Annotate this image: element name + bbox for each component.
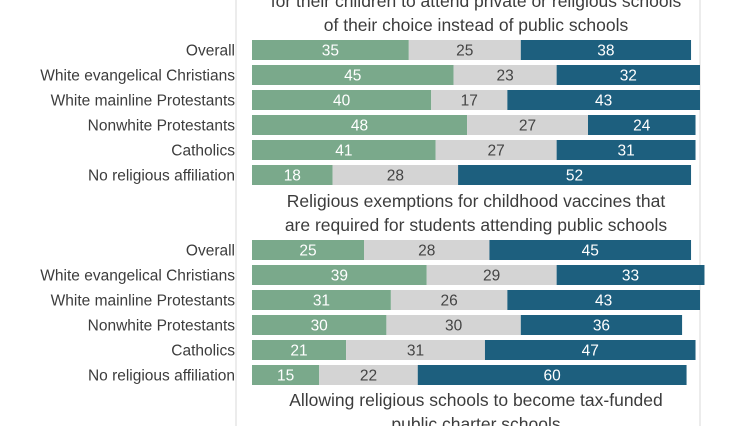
category-label: White mainline Protestants (51, 293, 236, 310)
neutral-segment (426, 265, 557, 285)
data-label: 45 (344, 68, 361, 85)
neutral-segment (408, 40, 521, 60)
category-label: Overall (186, 43, 235, 60)
data-label: 22 (360, 368, 377, 385)
data-label: 45 (582, 243, 599, 260)
data-label: 31 (313, 293, 330, 310)
support-segment (252, 140, 436, 160)
data-label: 52 (566, 168, 583, 185)
oppose-segment (556, 140, 696, 160)
neutral-segment (346, 340, 485, 360)
data-label: 27 (488, 143, 505, 160)
data-label: 30 (445, 318, 463, 335)
neutral-segment (386, 315, 521, 335)
neutral-segment (332, 165, 459, 185)
panel-title-line: Allowing religious schools to become tax… (289, 390, 663, 410)
data-label: 36 (593, 318, 610, 335)
oppose-segment (489, 240, 692, 260)
support-segment (252, 265, 427, 285)
panel-title-line: are required for students attending publ… (285, 215, 668, 235)
panel-title-line: Religious exemptions for childhood vacci… (287, 191, 666, 211)
data-label: 17 (461, 93, 478, 110)
data-label: 15 (277, 368, 294, 385)
oppose-segment (458, 165, 692, 185)
data-label: 47 (582, 343, 599, 360)
support-segment (252, 40, 409, 60)
support-segment (252, 240, 364, 260)
category-label: Overall (186, 243, 235, 260)
data-label: 23 (496, 68, 513, 85)
category-label: No religious affiliation (88, 168, 235, 185)
data-label: 25 (456, 43, 473, 60)
support-segment (252, 165, 333, 185)
support-segment (252, 115, 468, 135)
oppose-segment (507, 90, 700, 110)
panel-title-line: public charter schools (391, 414, 560, 426)
category-label: No religious affiliation (88, 368, 235, 385)
oppose-segment (507, 290, 700, 310)
data-label: 31 (617, 143, 634, 160)
data-label: 24 (633, 118, 651, 135)
oppose-segment (520, 315, 683, 335)
category-label: White evangelical Christians (40, 268, 235, 285)
neutral-segment (435, 140, 557, 160)
neutral-segment (467, 115, 588, 135)
oppose-segment (484, 340, 696, 360)
data-label: 30 (311, 318, 329, 335)
data-label: 28 (387, 168, 404, 185)
neutral-segment (431, 90, 508, 110)
neutral-segment (453, 65, 557, 85)
support-segment (252, 90, 432, 110)
data-label: 43 (595, 293, 612, 310)
category-label: White evangelical Christians (40, 68, 235, 85)
panel-title-line: for their children to attend private or … (271, 0, 682, 11)
panel-title-line: of their choice instead of public school… (324, 15, 629, 35)
support-segment (252, 290, 391, 310)
data-label: 41 (335, 143, 352, 160)
neutral-segment (364, 240, 490, 260)
category-label: White mainline Protestants (51, 93, 236, 110)
category-label: Catholics (171, 343, 235, 360)
data-label: 38 (597, 43, 614, 60)
data-label: 26 (440, 293, 457, 310)
data-label: 32 (620, 68, 637, 85)
data-label: 48 (351, 118, 368, 135)
data-label: 35 (322, 43, 339, 60)
category-label: Catholics (171, 143, 235, 160)
category-label: Nonwhite Protestants (88, 318, 236, 335)
data-label: 43 (595, 93, 612, 110)
data-label: 28 (418, 243, 435, 260)
support-segment (252, 315, 387, 335)
data-label: 18 (284, 168, 301, 185)
oppose-segment (417, 365, 687, 385)
oppose-segment (520, 40, 692, 60)
data-label: 60 (544, 368, 562, 385)
data-label: 40 (333, 93, 351, 110)
neutral-segment (390, 290, 508, 310)
category-label: Nonwhite Protestants (88, 118, 236, 135)
oppose-segment (556, 65, 700, 85)
data-label: 33 (622, 268, 639, 285)
support-segment (252, 365, 320, 385)
data-label: 31 (407, 343, 424, 360)
data-label: 21 (290, 343, 307, 360)
oppose-segment (588, 115, 696, 135)
neutral-segment (319, 365, 418, 385)
support-segment (252, 340, 347, 360)
data-label: 27 (519, 118, 536, 135)
support-segment (252, 65, 454, 85)
data-label: 25 (299, 243, 316, 260)
data-label: 39 (331, 268, 348, 285)
oppose-segment (556, 265, 705, 285)
data-label: 29 (483, 268, 500, 285)
